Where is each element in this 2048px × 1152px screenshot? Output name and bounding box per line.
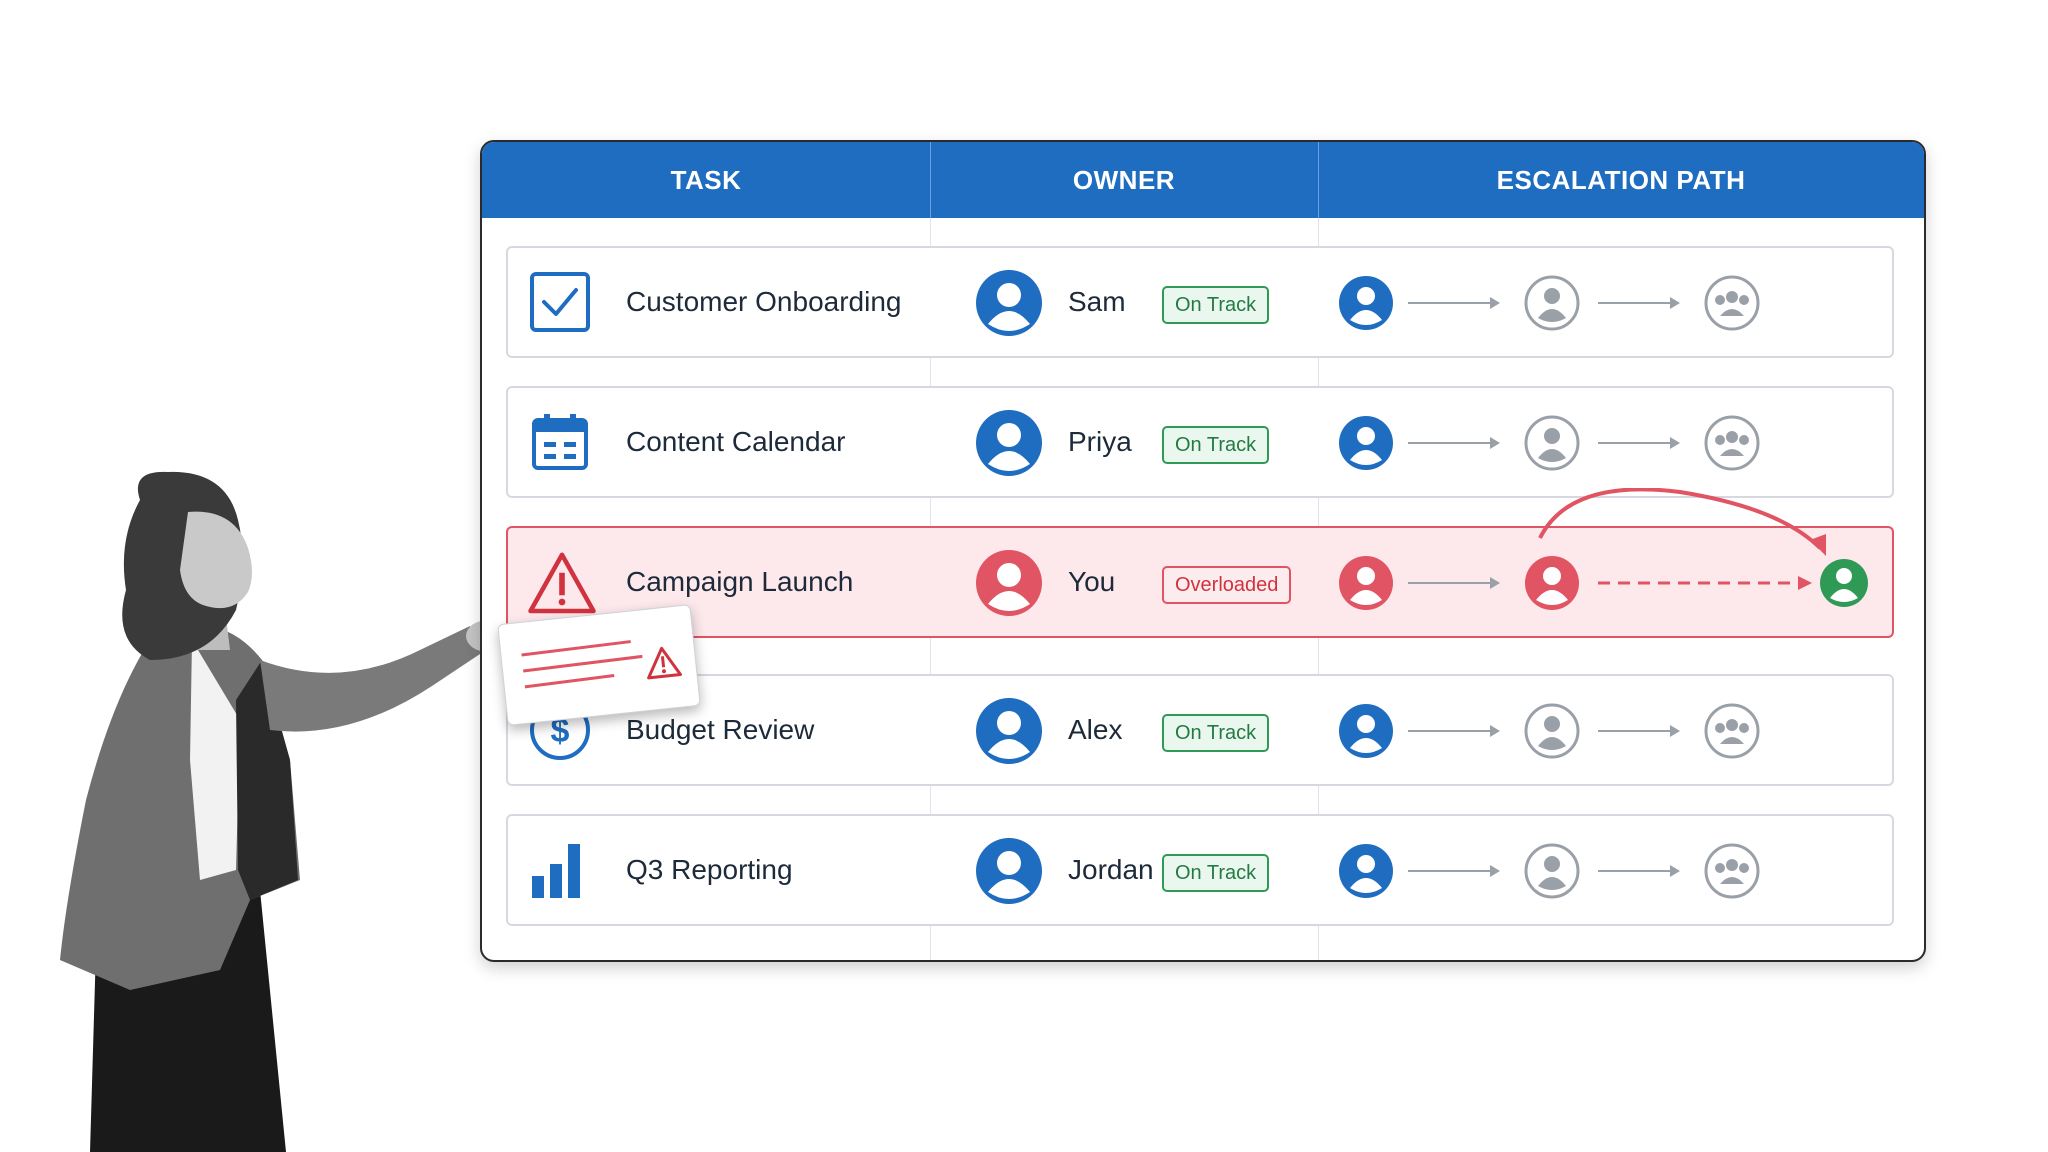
task-name: Q3 Reporting bbox=[626, 854, 793, 885]
task-row[interactable]: Content Calendar Priya On Track bbox=[506, 386, 1894, 498]
task-row-alert[interactable]: Campaign Launch You Overloaded bbox=[506, 488, 1894, 638]
header-owner: OWNER bbox=[1072, 165, 1176, 195]
status-badge: On Track bbox=[1162, 714, 1270, 752]
task-row[interactable]: Q3 Reporting Jordan On Track bbox=[506, 814, 1894, 926]
status-badge: On Track bbox=[1162, 854, 1270, 892]
escalation-path bbox=[1339, 843, 1760, 899]
bar-chart-icon bbox=[532, 844, 580, 898]
owner-name: Alex bbox=[1068, 714, 1123, 745]
escalation-path bbox=[1339, 488, 1868, 610]
status-badge: On Track bbox=[1162, 426, 1270, 464]
owner-avatar-icon bbox=[976, 698, 1042, 764]
held-note-card bbox=[497, 604, 701, 726]
checkbox-icon bbox=[530, 272, 590, 332]
calendar-icon bbox=[532, 414, 588, 470]
status-badge: Overloaded bbox=[1162, 566, 1292, 604]
task-name: Content Calendar bbox=[626, 426, 846, 457]
note-warning-icon bbox=[521, 640, 682, 689]
warning-icon bbox=[528, 552, 596, 614]
task-name: Budget Review bbox=[626, 714, 815, 745]
task-row[interactable]: Customer Onboarding Sam On Track bbox=[506, 246, 1894, 358]
owner-name: Jordan bbox=[1068, 854, 1154, 885]
task-name: Campaign Launch bbox=[626, 566, 854, 597]
presenter-person bbox=[60, 471, 510, 1152]
escalation-path bbox=[1339, 275, 1760, 331]
escalation-path bbox=[1339, 415, 1760, 471]
owner-name: You bbox=[1068, 566, 1116, 597]
owner-avatar-icon bbox=[976, 550, 1042, 616]
header-task: TASK bbox=[670, 165, 742, 195]
header-escalation-path: ESCALATION PATH bbox=[1496, 165, 1746, 195]
owner-avatar-icon bbox=[976, 410, 1042, 476]
escalation-path bbox=[1339, 703, 1760, 759]
task-name: Customer Onboarding bbox=[626, 286, 902, 317]
board-header: TASK OWNER ESCALATION PATH bbox=[482, 142, 1924, 218]
owner-name: Priya bbox=[1068, 426, 1132, 457]
status-badge: On Track bbox=[1162, 286, 1270, 324]
task-row[interactable]: $ Budget Review Alex On Track bbox=[506, 674, 1894, 786]
owner-name: Sam bbox=[1068, 286, 1126, 317]
owner-avatar-icon bbox=[976, 270, 1042, 336]
owner-avatar-icon bbox=[976, 838, 1042, 904]
task-board: TASK OWNER ESCALATION PATH Customer Onbo… bbox=[480, 140, 1926, 962]
